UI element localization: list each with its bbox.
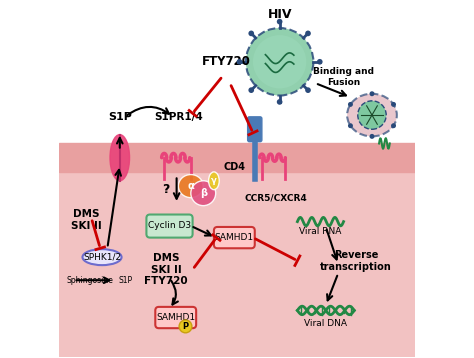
Circle shape xyxy=(191,181,216,205)
Circle shape xyxy=(237,59,242,64)
Text: SAMHD1: SAMHD1 xyxy=(156,313,195,322)
FancyBboxPatch shape xyxy=(146,214,192,238)
Text: P: P xyxy=(182,322,189,331)
Circle shape xyxy=(248,30,254,36)
Text: S1P: S1P xyxy=(108,112,132,122)
Text: CCR5/CXCR4: CCR5/CXCR4 xyxy=(245,193,308,202)
Ellipse shape xyxy=(209,172,219,190)
Text: DMS
SKI II: DMS SKI II xyxy=(71,209,101,231)
Bar xyxy=(59,158,415,357)
Ellipse shape xyxy=(110,135,129,181)
Text: CD4: CD4 xyxy=(224,161,246,171)
Text: Sphingosine: Sphingosine xyxy=(66,276,113,285)
FancyBboxPatch shape xyxy=(214,227,255,248)
Text: SPHK1/2: SPHK1/2 xyxy=(83,253,121,262)
Text: γ: γ xyxy=(211,176,217,185)
Ellipse shape xyxy=(82,249,121,265)
Circle shape xyxy=(248,87,254,93)
Text: SAMHD1: SAMHD1 xyxy=(215,233,254,242)
Text: β: β xyxy=(200,188,207,198)
Text: Viral DNA: Viral DNA xyxy=(304,319,347,328)
Text: Cyclin D3: Cyclin D3 xyxy=(148,221,191,231)
Text: ?: ? xyxy=(162,183,170,196)
Text: Binding and
Fusion: Binding and Fusion xyxy=(313,67,374,87)
Circle shape xyxy=(391,123,396,128)
Circle shape xyxy=(246,28,313,96)
Ellipse shape xyxy=(347,94,397,136)
Circle shape xyxy=(370,134,374,139)
Circle shape xyxy=(391,102,396,107)
Circle shape xyxy=(348,123,353,128)
Ellipse shape xyxy=(178,175,203,198)
Text: HIV: HIV xyxy=(267,8,292,21)
Text: FTY720: FTY720 xyxy=(202,55,251,68)
Circle shape xyxy=(348,102,353,107)
Circle shape xyxy=(317,59,323,64)
Bar xyxy=(59,144,415,172)
Circle shape xyxy=(305,87,311,93)
Circle shape xyxy=(179,320,192,333)
Circle shape xyxy=(253,35,306,88)
Circle shape xyxy=(370,91,374,96)
Circle shape xyxy=(277,99,283,105)
Text: Reverse
transcription: Reverse transcription xyxy=(320,250,392,271)
Bar xyxy=(59,1,415,158)
Text: Viral RNA: Viral RNA xyxy=(299,227,342,236)
Text: DMS
SKI II
FTY720: DMS SKI II FTY720 xyxy=(144,253,188,286)
Text: S1P: S1P xyxy=(118,276,132,285)
Circle shape xyxy=(305,30,311,36)
FancyBboxPatch shape xyxy=(247,117,262,142)
Text: α: α xyxy=(187,181,194,191)
FancyBboxPatch shape xyxy=(155,307,196,328)
Text: S1PR1/4: S1PR1/4 xyxy=(154,112,203,122)
Circle shape xyxy=(358,101,386,129)
Circle shape xyxy=(277,19,283,24)
